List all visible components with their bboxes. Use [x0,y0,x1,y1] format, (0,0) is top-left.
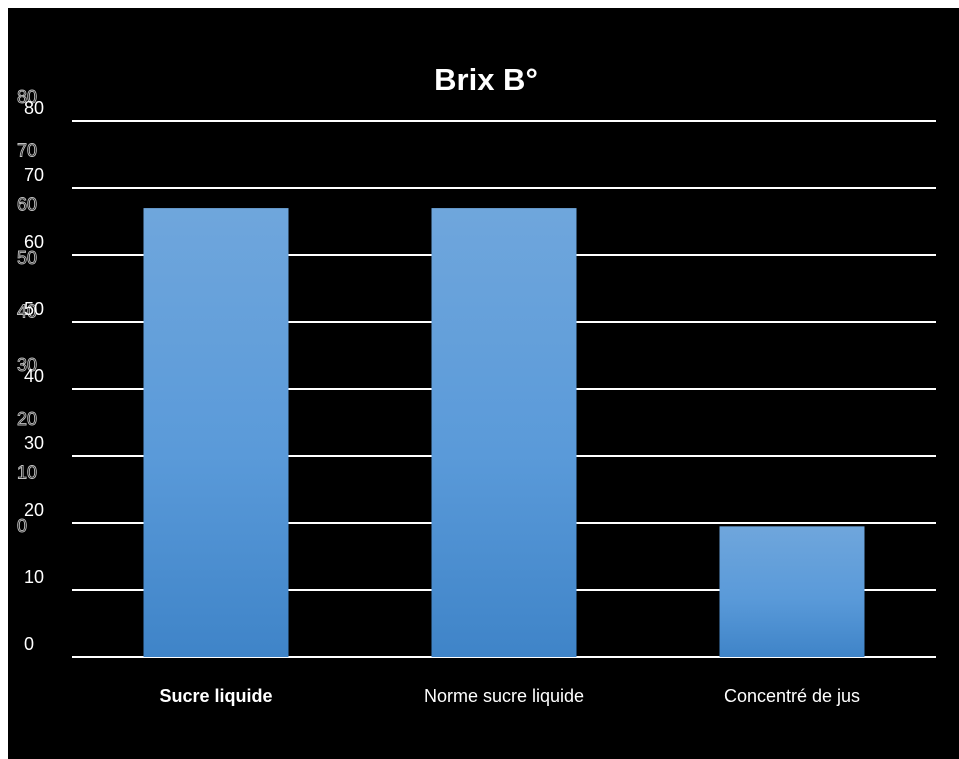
secondary-y-tick-label: 60 [17,194,37,214]
y-tick-label: 60 [24,232,44,252]
secondary-y-tick-label: 50 [17,248,37,268]
secondary-y-tick-label: 40 [17,302,37,322]
bar [431,208,577,657]
secondary-y-tick-label: 80 [17,87,37,107]
x-category-label: Sucre liquide [159,686,272,706]
y-tick-label: 30 [24,433,44,453]
secondary-y-tick-label: 0 [17,516,27,536]
x-category-label: Concentré de jus [724,686,860,706]
bar [143,208,289,657]
y-tick-label: 80 [24,98,44,118]
x-axis-category-labels: Sucre liquide Norme sucre liquide Concentr… [159,686,860,706]
y-tick-label: 10 [24,567,44,587]
y-tick-label: 0 [24,634,34,654]
y-tick-label: 40 [24,366,44,386]
secondary-y-tick-label: 10 [17,462,37,482]
secondary-y-tick-label: 30 [17,355,37,375]
bar [719,526,865,657]
chart-title: Brix B° [434,62,538,97]
secondary-y-tick-label: 70 [17,141,37,161]
secondary-tick-labels: 0 10 20 30 40 50 60 70 80 [17,87,38,537]
y-axis-tick-labels: 0 10 20 30 40 50 60 70 80 [24,98,44,654]
secondary-y-tick-label: 20 [17,409,37,429]
y-tick-label: 20 [24,500,44,520]
x-category-label: Norme sucre liquide [424,686,584,706]
bars [143,208,865,657]
y-tick-label: 70 [24,165,44,185]
y-tick-label: 50 [24,299,44,319]
